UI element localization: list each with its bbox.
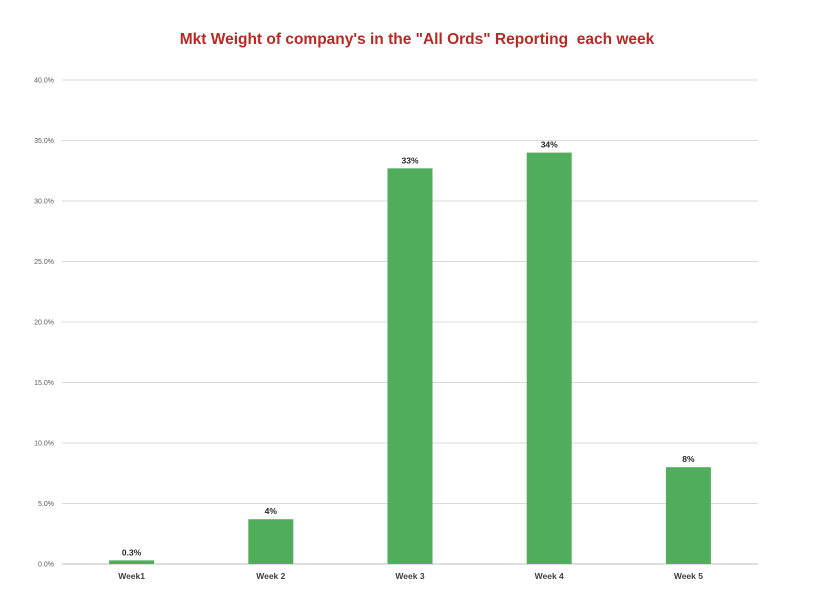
bar <box>109 560 155 564</box>
y-tick-label: 20.0% <box>34 320 54 327</box>
data-label: 8% <box>682 454 695 464</box>
bar <box>248 519 294 564</box>
bar <box>526 152 572 564</box>
x-tick-label: Week1 <box>118 571 145 581</box>
x-tick-label: Week 4 <box>535 571 564 581</box>
y-tick-label: 25.0% <box>34 259 54 266</box>
y-tick-label: 35.0% <box>34 138 54 145</box>
data-label: 33% <box>401 155 418 165</box>
data-label: 4% <box>265 506 278 516</box>
y-tick-label: 15.0% <box>34 380 54 387</box>
chart-title: Mkt Weight of company's in the "All Ords… <box>179 31 655 48</box>
y-tick-label: 40.0% <box>34 78 54 85</box>
y-tick-label: 30.0% <box>34 199 54 206</box>
bar <box>387 168 433 564</box>
y-tick-label: 0.0% <box>38 562 54 569</box>
y-tick-label: 10.0% <box>34 441 54 448</box>
bar <box>665 467 711 564</box>
y-tick-label: 5.0% <box>38 501 54 508</box>
x-tick-label: Week 5 <box>674 571 703 581</box>
x-tick-label: Week 2 <box>256 571 285 581</box>
data-label: 0.3% <box>122 547 142 557</box>
x-tick-label: Week 3 <box>395 571 424 581</box>
data-label: 34% <box>541 140 558 150</box>
